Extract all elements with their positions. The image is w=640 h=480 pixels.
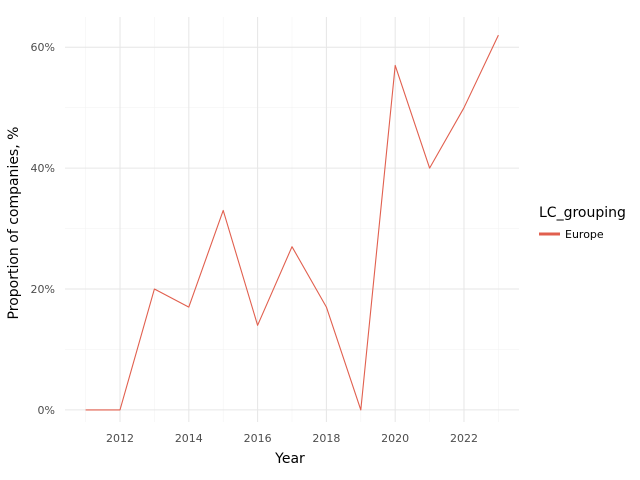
y-axis-ticks: 0% 20% 40% 60% (31, 41, 55, 417)
y-axis-title: Proportion of companies, % (6, 127, 22, 320)
grid-major (65, 17, 519, 422)
y-tick-label: 0% (38, 404, 55, 417)
x-tick-label: 2012 (106, 432, 134, 445)
x-tick-label: 2016 (244, 432, 272, 445)
y-tick-label: 40% (31, 162, 55, 175)
x-tick-label: 2022 (450, 432, 478, 445)
series-line-europe (85, 34, 499, 411)
x-axis-ticks: 2012 2014 2016 2018 2020 2022 (106, 432, 478, 445)
legend-label-europe: Europe (565, 228, 604, 241)
x-tick-label: 2018 (312, 432, 340, 445)
y-tick-label: 20% (31, 283, 55, 296)
legend: LC_grouping Europe (539, 205, 626, 241)
legend-title: LC_grouping (539, 205, 626, 221)
grid-minor (65, 17, 519, 422)
x-tick-label: 2014 (175, 432, 203, 445)
x-axis-title: Year (274, 451, 305, 467)
series-layer (85, 34, 499, 411)
y-tick-label: 60% (31, 41, 55, 54)
x-tick-label: 2020 (381, 432, 409, 445)
